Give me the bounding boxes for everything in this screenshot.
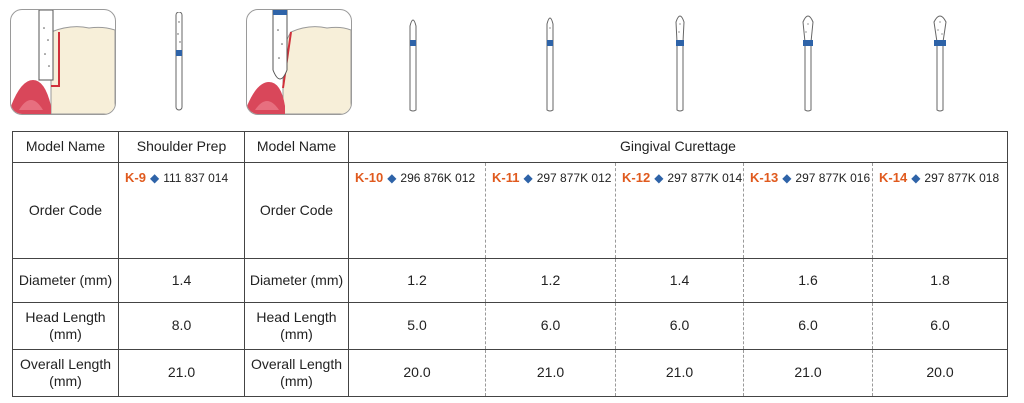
shoulder-prep-illustration xyxy=(10,9,116,115)
gingival-curettage-title: Gingival Curettage xyxy=(348,131,1008,163)
part-number: 296 876K 012 xyxy=(400,171,476,185)
head-length-k10: 5.0 xyxy=(348,302,486,350)
diameter-k10: 1.2 xyxy=(348,258,486,303)
overall-length-label: Overall Length (mm) xyxy=(244,349,349,397)
model-code: K-13 xyxy=(750,170,779,185)
diameter-k13: 1.6 xyxy=(743,258,873,303)
diameter-k9: 1.4 xyxy=(118,258,245,303)
model-code: K-11 xyxy=(492,170,520,185)
head-length-k13: 6.0 xyxy=(743,302,873,350)
overall-length-k10: 20.0 xyxy=(348,349,486,397)
order-code-k10: K-10 ◆ 296 876K 012 xyxy=(348,162,486,259)
shoulder-prep-title: Shoulder Prep xyxy=(118,131,245,163)
order-code-label: Order Code xyxy=(12,162,119,259)
part-number: 297 877K 018 xyxy=(924,171,1000,185)
part-number: 111 837 014 xyxy=(163,171,229,185)
diamond-icon: ◆ xyxy=(654,171,664,185)
diamond-icon: ◆ xyxy=(149,171,160,185)
overall-length-k12: 21.0 xyxy=(615,349,744,397)
part-number: 297 877K 012 xyxy=(536,171,612,185)
order-code-row: Order Code K-9 ◆ 111 837 014 Order Code K-… xyxy=(12,162,1008,259)
model-code: K-12 xyxy=(622,170,651,185)
diamond-icon: ◆ xyxy=(387,171,397,185)
head-length-k11: 6.0 xyxy=(485,302,616,350)
order-code-k12: K-12 ◆ 297 877K 014 xyxy=(615,162,744,259)
bur-k10 xyxy=(409,19,417,112)
gingival-curettage-illustration xyxy=(246,9,352,115)
head-length-label: Head Length (mm) xyxy=(244,302,349,350)
model-name-label: Model Name xyxy=(244,131,349,163)
head-length-k9: 8.0 xyxy=(118,302,245,350)
diameter-label: Diameter (mm) xyxy=(12,258,119,303)
diameter-k12: 1.4 xyxy=(615,258,744,303)
part-number: 297 877K 016 xyxy=(795,171,871,185)
diameter-k14: 1.8 xyxy=(872,258,1008,303)
bur-k11 xyxy=(546,17,554,112)
head-length-label: Head Length (mm) xyxy=(12,302,119,350)
header-row: Model Name Shoulder Prep Model Name Ging… xyxy=(12,131,1008,163)
order-code-k11: K-11 ◆ 297 877K 012 xyxy=(485,162,616,259)
diamond-icon: ◆ xyxy=(911,171,921,185)
model-code: K-10 xyxy=(355,170,384,185)
part-number: 297 877K 014 xyxy=(667,171,743,185)
bur-k14 xyxy=(933,15,947,112)
model-name-label: Model Name xyxy=(12,131,119,163)
diamond-icon: ◆ xyxy=(782,171,792,185)
order-code-k14: K-14 ◆ 297 877K 018 xyxy=(872,162,1008,259)
diameter-row: Diameter (mm) 1.4 Diameter (mm) 1.2 1.2 … xyxy=(12,258,1008,303)
head-length-row: Head Length (mm) 8.0 Head Length (mm) 5.… xyxy=(12,302,1008,350)
overall-length-k13: 21.0 xyxy=(743,349,873,397)
order-code-label: Order Code xyxy=(244,162,349,259)
bur-k12 xyxy=(675,15,685,112)
overall-length-k11: 21.0 xyxy=(485,349,616,397)
diamond-icon: ◆ xyxy=(523,171,533,185)
overall-length-k14: 20.0 xyxy=(872,349,1008,397)
spec-table: Model Name Shoulder Prep Model Name Ging… xyxy=(12,131,1008,397)
overall-length-k9: 21.0 xyxy=(118,349,245,397)
overall-length-row: Overall Length (mm) 21.0 Overall Length … xyxy=(12,349,1008,397)
model-code: K-14 xyxy=(879,170,908,185)
diameter-k11: 1.2 xyxy=(485,258,616,303)
diameter-label: Diameter (mm) xyxy=(244,258,349,303)
bur-k9 xyxy=(175,12,183,111)
order-code-k13: K-13 ◆ 297 877K 016 xyxy=(743,162,873,259)
head-length-k12: 6.0 xyxy=(615,302,744,350)
order-code-k9: K-9 ◆ 111 837 014 xyxy=(118,162,245,259)
head-length-k14: 6.0 xyxy=(872,302,1008,350)
overall-length-label: Overall Length (mm) xyxy=(12,349,119,397)
bur-k13 xyxy=(802,15,814,112)
illustration-strip xyxy=(0,0,1024,122)
model-code: K-9 xyxy=(125,170,146,185)
